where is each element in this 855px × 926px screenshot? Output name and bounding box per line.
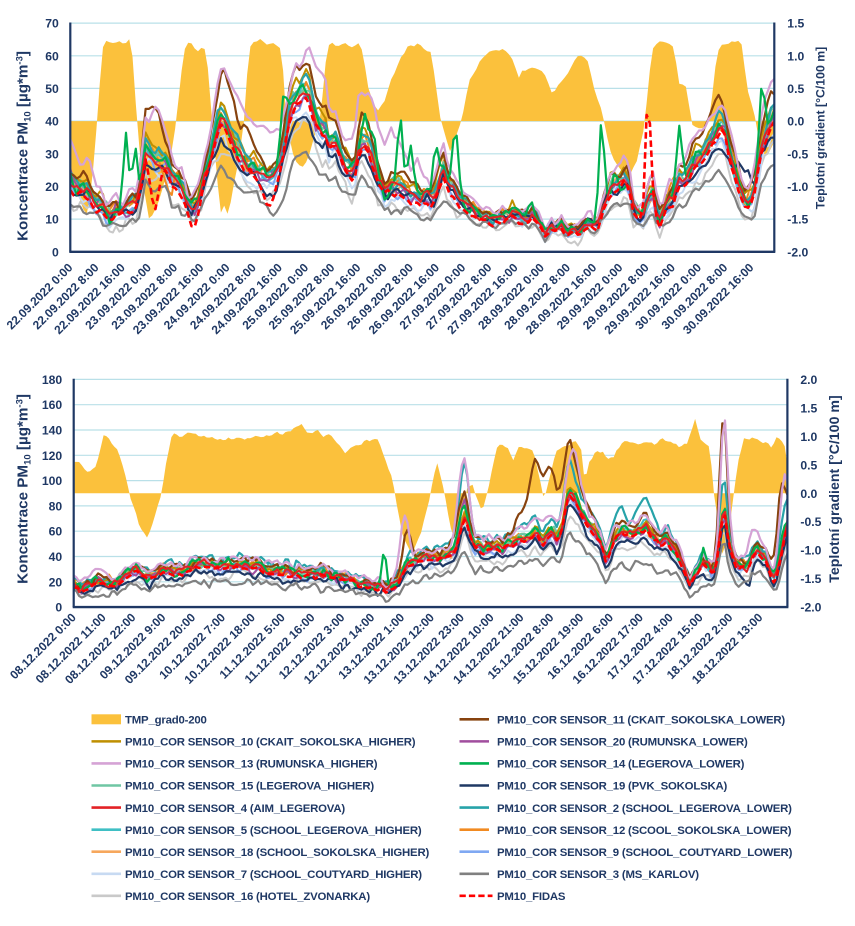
svg-text:PM10_COR SENSOR_9 (SCHOOL_COUT: PM10_COR SENSOR_9 (SCHOOL_COUTYARD_LOWER… <box>497 847 793 859</box>
svg-text:50: 50 <box>45 82 59 96</box>
svg-text:-1.0: -1.0 <box>787 180 808 194</box>
svg-text:PM10_COR SENSOR_7 (SCHOOL_COUT: PM10_COR SENSOR_7 (SCHOOL_COUTYARD_HIGHE… <box>125 869 422 881</box>
svg-text:PM10_COR SENSOR_5 (SCHOOL_LEGE: PM10_COR SENSOR_5 (SCHOOL_LEGEROVA_HIGHE… <box>125 825 422 837</box>
svg-text:1.0: 1.0 <box>800 430 817 444</box>
svg-text:-2.0: -2.0 <box>787 245 808 259</box>
svg-text:Koncentrace PM10 [µg*m-3]: Koncentrace PM10 [µg*m-3] <box>15 394 34 584</box>
svg-text:30: 30 <box>45 147 59 161</box>
svg-text:160: 160 <box>42 398 63 412</box>
svg-text:20: 20 <box>45 180 59 194</box>
svg-text:-2.0: -2.0 <box>800 601 821 615</box>
svg-text:2.0: 2.0 <box>800 373 817 387</box>
svg-text:20: 20 <box>49 575 63 589</box>
svg-text:40: 40 <box>45 115 59 129</box>
svg-text:PM10_COR SENSOR_3 (MS_KARLOV): PM10_COR SENSOR_3 (MS_KARLOV) <box>497 869 699 881</box>
svg-text:0: 0 <box>52 245 59 259</box>
svg-text:40: 40 <box>49 550 63 564</box>
svg-text:-1.0: -1.0 <box>800 544 821 558</box>
svg-text:0.0: 0.0 <box>800 487 817 501</box>
svg-text:PM10_COR SENSOR_12 (SCOOL_SOKO: PM10_COR SENSOR_12 (SCOOL_SOKOLSKA_LOWER… <box>497 825 792 837</box>
svg-text:PM10_COR SENSOR_11 (CKAIT_SOKO: PM10_COR SENSOR_11 (CKAIT_SOKOLSKA_LOWER… <box>497 715 785 727</box>
svg-text:PM10_COR SENSOR_4 (AIM_LEGEROV: PM10_COR SENSOR_4 (AIM_LEGEROVA) <box>125 803 345 815</box>
svg-text:120: 120 <box>42 449 63 463</box>
svg-text:1.5: 1.5 <box>800 401 817 415</box>
svg-text:0.0: 0.0 <box>787 115 804 129</box>
svg-text:PM10_COR SENSOR_13 (RUMUNSKA_H: PM10_COR SENSOR_13 (RUMUNSKA_HIGHER) <box>125 759 378 771</box>
svg-text:PM10_COR SENSOR_2 (SCHOOL_LEGE: PM10_COR SENSOR_2 (SCHOOL_LEGEROVA_LOWER… <box>497 803 792 815</box>
svg-text:TMP_grad0-200: TMP_grad0-200 <box>125 715 207 727</box>
svg-text:80: 80 <box>49 499 63 513</box>
svg-text:PM10_COR SENSOR_18 (SCHOOL_SOK: PM10_COR SENSOR_18 (SCHOOL_SOKOLSKA_HIGH… <box>125 847 429 859</box>
svg-text:0: 0 <box>55 601 62 615</box>
svg-text:0.5: 0.5 <box>800 458 817 472</box>
svg-text:Teplotní gradient [°C/100 m]: Teplotní gradient [°C/100 m] <box>814 47 828 210</box>
svg-text:PM10_COR SENSOR_10 (CKAIT_SOKO: PM10_COR SENSOR_10 (CKAIT_SOKOLSKA_HIGHE… <box>125 737 416 749</box>
svg-text:0.5: 0.5 <box>787 82 804 96</box>
svg-text:PM10_COR SENSOR_15 (LEGEROVA_H: PM10_COR SENSOR_15 (LEGEROVA_HIGHER) <box>125 781 374 793</box>
svg-text:-1.5: -1.5 <box>800 572 821 586</box>
svg-text:60: 60 <box>45 49 59 63</box>
svg-text:-0.5: -0.5 <box>787 147 808 161</box>
svg-text:-1.5: -1.5 <box>787 213 808 227</box>
svg-text:100: 100 <box>42 474 63 488</box>
svg-text:Teplotní gradient [°C/100 m]: Teplotní gradient [°C/100 m] <box>827 395 843 583</box>
svg-text:PM10_COR SENSOR_14 (LEGEROVA_L: PM10_COR SENSOR_14 (LEGEROVA_LOWER) <box>497 759 745 771</box>
svg-text:1.0: 1.0 <box>787 49 804 63</box>
svg-text:10: 10 <box>45 213 59 227</box>
svg-text:1.5: 1.5 <box>787 17 804 31</box>
svg-text:60: 60 <box>49 525 63 539</box>
svg-text:180: 180 <box>42 373 63 387</box>
svg-text:PM10_COR SENSOR_20 (RUMUNSKA_L: PM10_COR SENSOR_20 (RUMUNSKA_LOWER) <box>497 737 748 749</box>
svg-text:140: 140 <box>42 424 63 438</box>
svg-text:PM10_FIDAS: PM10_FIDAS <box>497 891 566 903</box>
svg-text:Koncentrace PM10 [µg*m-3]: Koncentrace PM10 [µg*m-3] <box>15 51 34 241</box>
svg-text:PM10_COR SENSOR_16 (HOTEL_ZVON: PM10_COR SENSOR_16 (HOTEL_ZVONARKA) <box>125 891 370 903</box>
svg-text:70: 70 <box>45 17 59 31</box>
svg-text:PM10_COR SENSOR_19 (PVK_SOKOLS: PM10_COR SENSOR_19 (PVK_SOKOLSKA) <box>497 781 728 793</box>
svg-text:-0.5: -0.5 <box>800 515 821 529</box>
